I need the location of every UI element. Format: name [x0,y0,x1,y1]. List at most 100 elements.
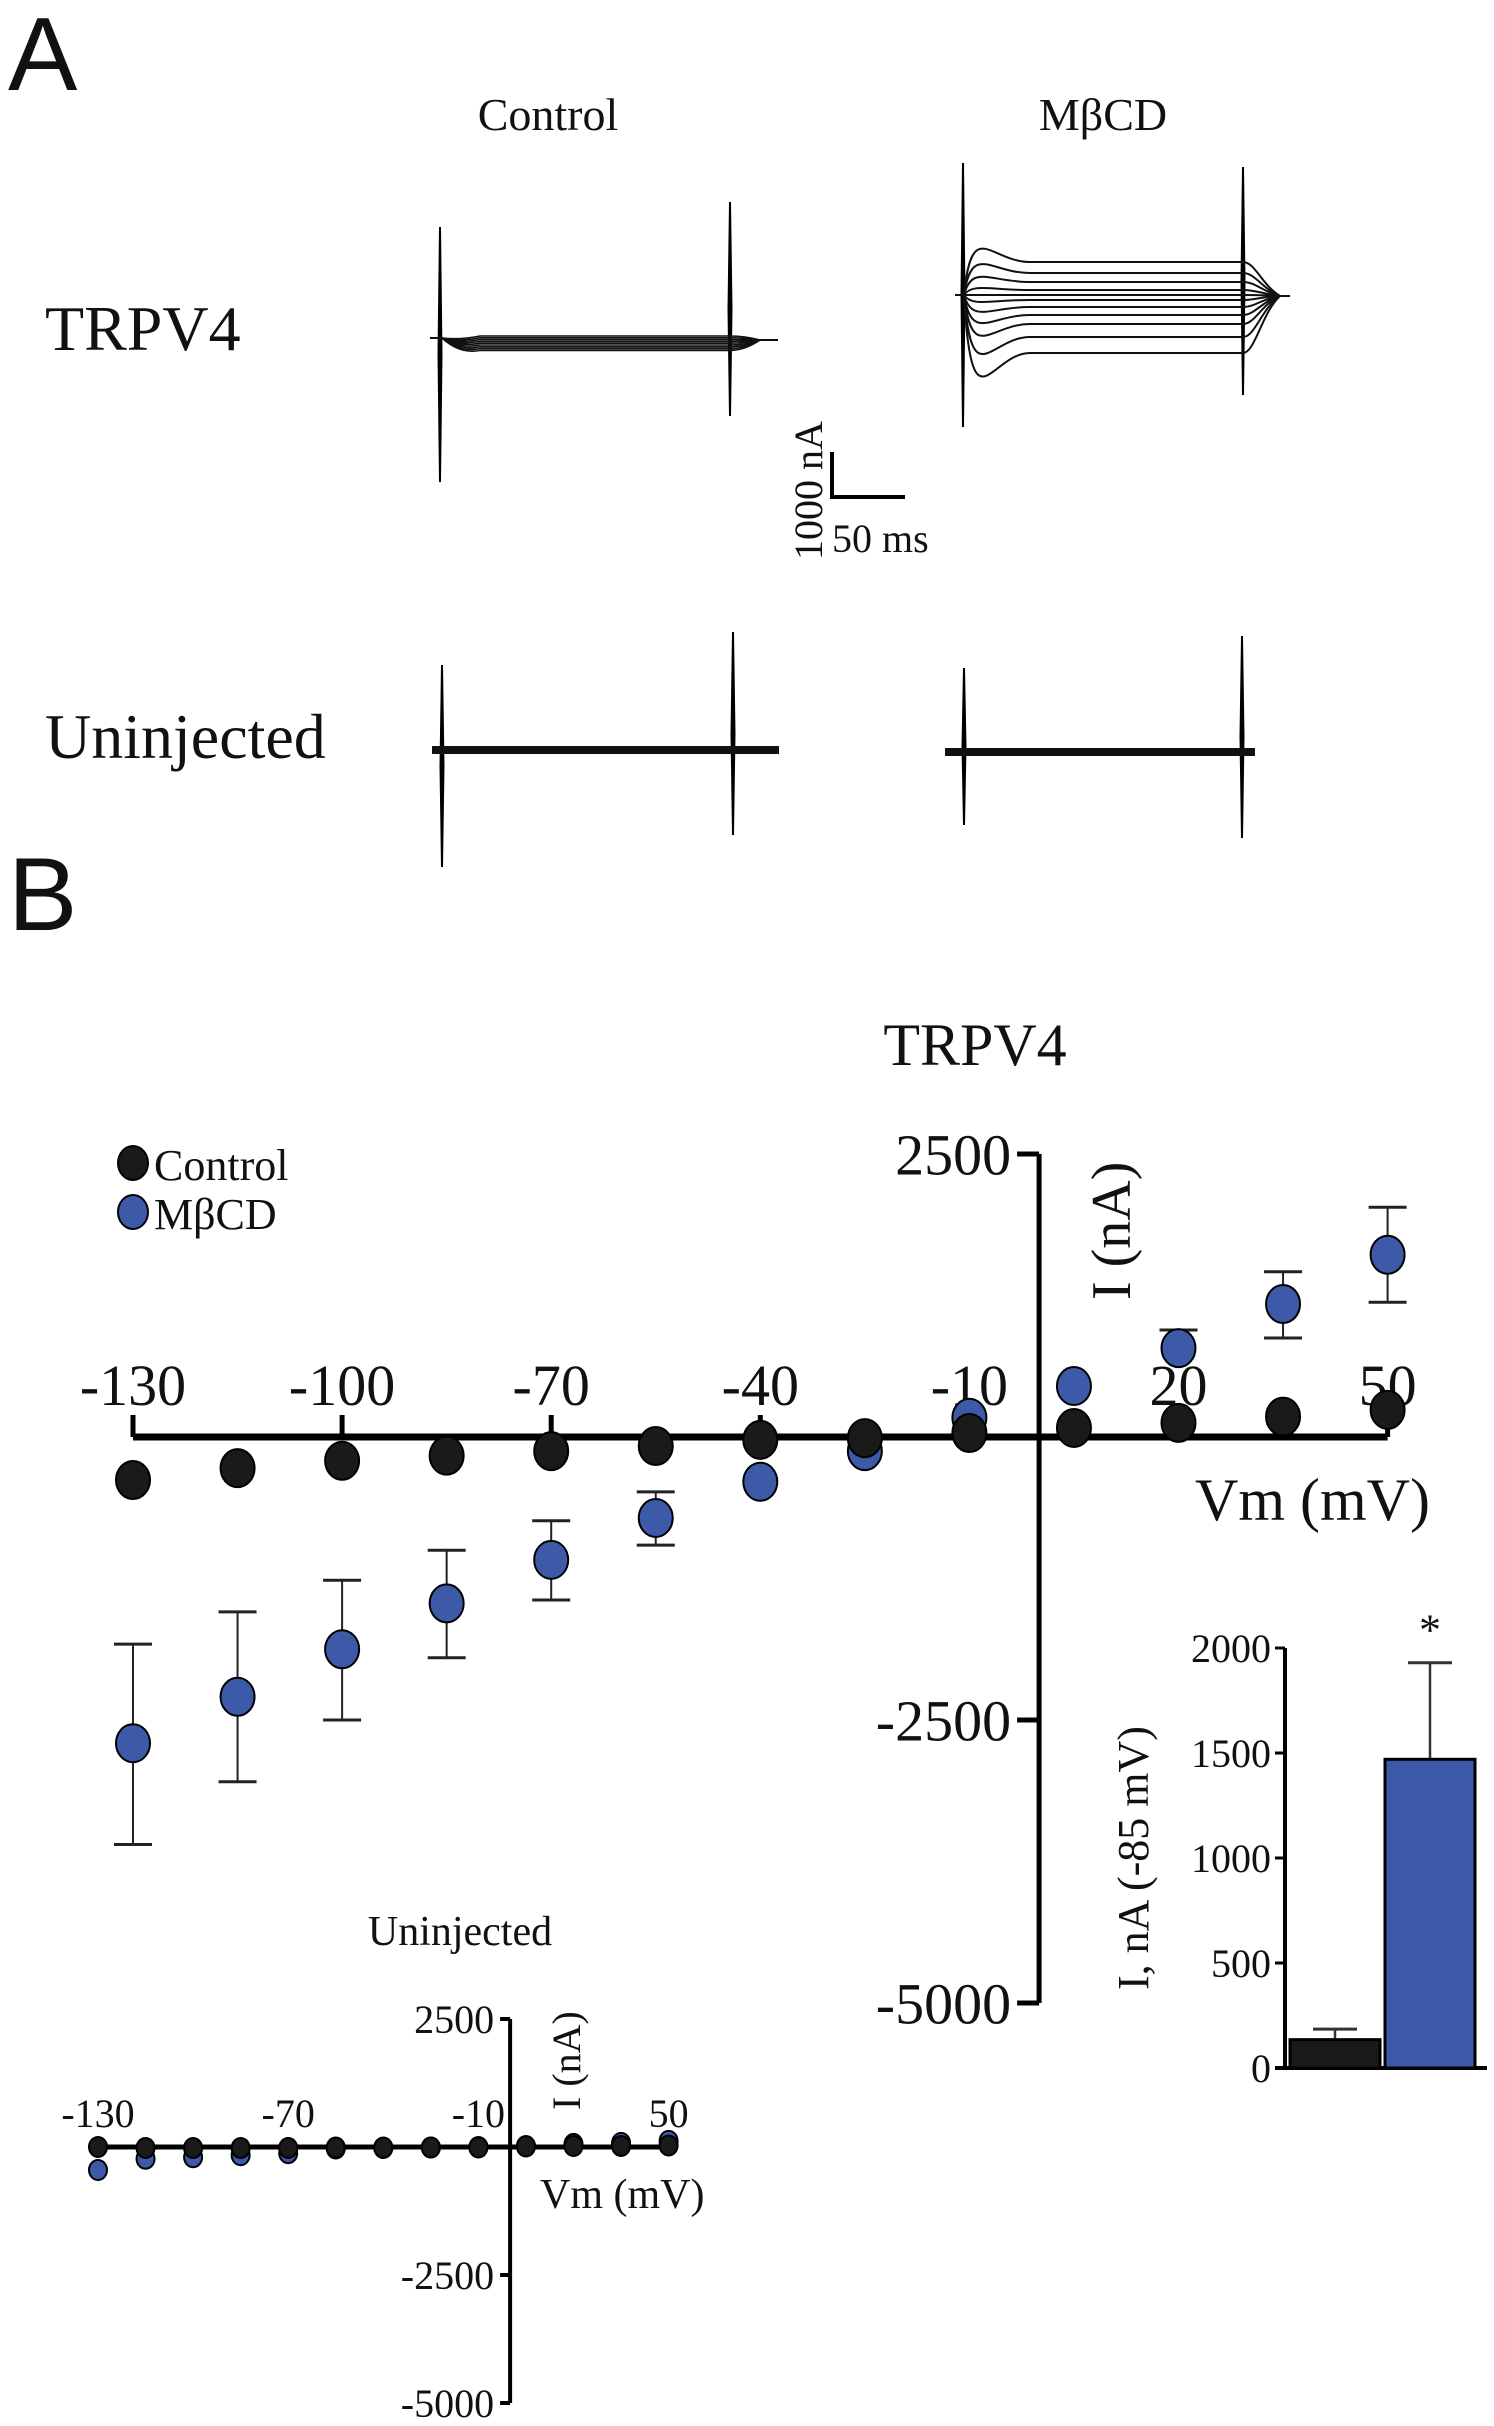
control-point [637,1426,674,1467]
control-point [658,2134,679,2157]
control-point [1055,1407,1092,1448]
trace-spike [439,664,445,868]
trace-line [955,263,1290,297]
control-point [88,2136,108,2158]
control-point [1265,1396,1302,1437]
mbcd-point [88,2159,108,2182]
bar-y-tick-label: 1000 [1191,1836,1271,1881]
control-point [846,1418,883,1459]
uninj-iv-xlabel: Vm (mV) [540,2172,704,2218]
control-point [278,2137,299,2160]
trace-bundle [945,748,1255,756]
trace-spike [730,631,736,836]
control-point [515,2135,536,2158]
scale-bar: 1000 nA 50 ms [786,421,929,561]
control-point [468,2136,489,2159]
legend-label-mbcd: MβCD [154,1190,277,1239]
legend: Control MβCD [117,1141,288,1239]
trace-line [955,294,1290,337]
panel-label-a: A [8,0,78,113]
uninjected-iv-plot: Uninjected I (nA) Vm (mV) 2500 -2500 -5000… [61,1909,704,2426]
control-point [428,1435,465,1476]
x-tick-label: -130 [61,2091,134,2136]
trace-line [955,247,1290,297]
row-label-trpv4: TRPV4 [45,293,241,364]
significance-marker: * [1419,1606,1441,1655]
trace-line [955,293,1290,297]
mbcd-point [324,1629,361,1670]
bar-marks: * [1288,1606,1477,2070]
panel-label-b: B [8,837,77,953]
trace-line [955,294,1290,356]
mbcd-point [1265,1283,1302,1324]
control-point [951,1413,988,1454]
legend-marker-mbcd [117,1194,149,1230]
y-tick-label: -5000 [401,2381,494,2426]
trpv4-iv-plot: TRPV4 I (nA) Vm (mV) Control MβCD 2500 -2… [80,1012,1430,2036]
bar-ylabel: I, nA (-85 mV) [1109,1726,1158,1990]
trace-line [430,337,778,344]
x-tick-label: -40 [722,1353,799,1418]
scale-bar-lines [830,452,905,499]
control-point [324,1440,361,1481]
control-point [742,1419,779,1460]
y-tick-label: -2500 [876,1688,1011,1753]
control-point [1369,1389,1406,1430]
control-point [1160,1402,1197,1443]
trace-spike [1239,635,1245,839]
control-point [219,1448,256,1489]
bar-y-tick-label: 500 [1211,1941,1271,1986]
main-iv-marks [114,1205,1407,1847]
x-tick-label: -100 [289,1353,395,1418]
mbcd-point [219,1676,256,1717]
control-point [135,2137,156,2160]
mbcd-point [428,1583,465,1624]
trace-line [955,286,1290,297]
main-iv-xlabel: Vm (mV) [1195,1467,1430,1533]
trace-line [955,294,1290,378]
column-header-mbcd: MβCD [1039,89,1167,140]
trace-bundle [432,746,779,754]
main-iv-title: TRPV4 [883,1012,1066,1078]
column-header-control: Control [478,89,619,140]
row-label-uninjected: Uninjected [45,701,326,772]
mbcd-point [637,1497,674,1538]
control-point [563,2134,584,2157]
y-tick-label: 2500 [414,1997,494,2042]
bar-y-tick-label: 2000 [1191,1626,1271,1671]
uninj-iv-title: Uninjected [368,1909,552,1955]
control-point [183,2137,204,2160]
y-tick-label: -2500 [401,2253,494,2298]
trace-line [430,337,778,352]
bar-y-tick-label: 0 [1251,2046,1271,2091]
mbcd-point [1160,1328,1197,1369]
trace-line [955,294,1290,304]
control-point [230,2137,251,2160]
trace-spike [437,226,443,483]
legend-label-control: Control [154,1141,288,1190]
x-tick-label: -70 [262,2091,315,2136]
control-point [533,1431,570,1472]
control-point [420,2136,441,2159]
mbcd-point [1369,1234,1406,1275]
uninj-iv-marks [88,2129,679,2182]
control-point [611,2134,632,2157]
trace-line [955,275,1290,297]
uninj-iv-ylabel: I (nA) [544,2011,589,2110]
trace-spike [961,667,967,826]
x-tick-label: -130 [80,1353,186,1418]
main-iv-axes: 2500-2500-5000-130 -100 -70 -40 -10 20 50 [80,1122,1417,2036]
control-point [115,1460,151,1501]
trace-line [955,294,1290,313]
legend-marker-control [117,1145,149,1181]
mbcd-point [1055,1366,1092,1407]
control-point [373,2136,394,2159]
y-tick-label: -5000 [876,1971,1011,2036]
uninj-iv-axes: 2500 -2500 -5000 -130 -70 -10 50 [61,1997,688,2426]
control-point [325,2136,346,2159]
x-tick-label: -10 [452,2091,505,2136]
scale-bar-current-label: 1000 nA [786,421,831,560]
mbcd-point [533,1539,570,1580]
x-tick-label: 50 [649,2091,689,2136]
bar-y-tick-label: 1500 [1191,1731,1271,1776]
